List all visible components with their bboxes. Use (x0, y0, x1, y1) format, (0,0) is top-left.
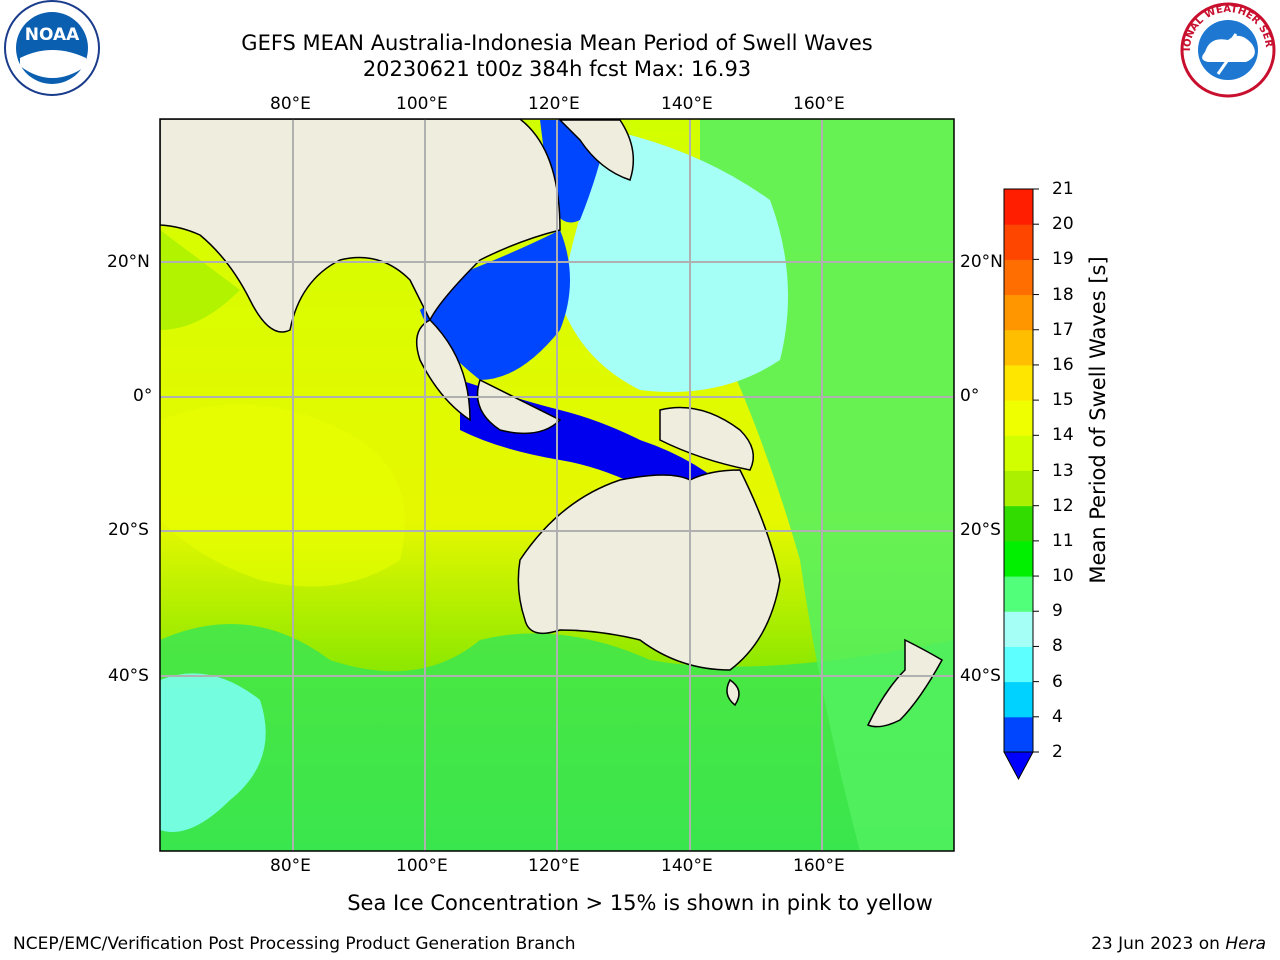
colorbar-bin (1004, 400, 1033, 436)
lat-label-right-20s: 20°S (960, 520, 1001, 540)
chart-title-line2: 20230621 t00z 384h fcst Max: 16.93 (362, 57, 752, 81)
colorbar-bin (1004, 681, 1033, 718)
colorbar-tick-label: 15 (1052, 390, 1074, 411)
lat-label-right-20n: 20°N (960, 252, 1003, 272)
footer-host: Hera (1225, 934, 1266, 954)
colorbar-tick-label: 11 (1052, 530, 1074, 551)
new-zealand-landmass (866, 638, 944, 728)
colorbar-tick-label: 2 (1052, 742, 1063, 762)
sumatra-landmass (415, 319, 471, 422)
indian-ocean-yellow (160, 404, 405, 587)
lon-label-bottom-100e: 100°E (396, 856, 448, 876)
map-panel (160, 119, 954, 851)
korea-japan-landmass (558, 119, 635, 181)
new-guinea-landmass (659, 406, 755, 471)
australia-landmass (517, 469, 781, 671)
colorbar-bin (1004, 189, 1033, 225)
colorbar-tick-label: 9 (1052, 601, 1063, 622)
lon-label-bottom-80e: 80°E (270, 856, 311, 876)
sea-ice-note: Sea Ice Concentration > 15% is shown in … (347, 891, 933, 915)
colorbar-bin (1004, 716, 1033, 753)
colorbar-tick-label: 17 (1052, 319, 1074, 340)
colorbar-tick-label: 4 (1052, 706, 1063, 727)
lon-label-top-140e: 140°E (661, 94, 713, 114)
lat-label-right-0: 0° (960, 386, 980, 406)
colorbar-tick-label: 20 (1052, 214, 1074, 235)
colorbar-bin (1004, 576, 1033, 612)
colorbar-tick-label: 14 (1052, 425, 1074, 446)
colorbar-tick-label: 12 (1052, 495, 1074, 516)
colorbar-bin (1004, 329, 1033, 366)
colorbar-bin (1004, 646, 1033, 683)
colorbar-bin (1004, 294, 1033, 331)
colorbar-bin (1004, 364, 1033, 401)
colorbar-tick-label: 10 (1052, 566, 1074, 587)
lon-label-bottom-140e: 140°E (661, 856, 713, 876)
colorbar-tick-label: 18 (1052, 284, 1074, 305)
lon-label-top-120e: 120°E (528, 94, 580, 114)
noaa-logo: NOAA (4, 0, 100, 96)
noaa-logo-text: NOAA (25, 25, 80, 45)
colorbar-bin (1004, 505, 1033, 542)
colorbar-bin (1004, 224, 1033, 260)
colorbar (1003, 188, 1039, 781)
lon-label-top-100e: 100°E (396, 94, 448, 114)
lon-label-bottom-120e: 120°E (528, 856, 580, 876)
footer-date: 23 Jun 2023 on Hera (1091, 934, 1266, 954)
lat-label-left-20n: 20°N (107, 252, 150, 272)
colorbar-tick-label: 8 (1052, 636, 1063, 657)
colorbar-tick-label: 13 (1052, 460, 1074, 481)
lon-label-bottom-160e: 160°E (793, 856, 845, 876)
lon-label-top-80e: 80°E (270, 94, 311, 114)
colorbar-under-arrow (1003, 751, 1034, 781)
chart-title-line1: GEFS MEAN Australia-Indonesia Mean Perio… (241, 31, 873, 55)
lat-label-left-40s: 40°S (108, 666, 149, 686)
colorbar-tick-label: 19 (1052, 249, 1074, 270)
colorbar-tick-label: 21 (1052, 179, 1074, 199)
lon-label-top-160e: 160°E (793, 94, 845, 114)
colorbar-bin (1004, 435, 1033, 471)
colorbar-bin (1004, 259, 1033, 296)
arabian-sea-patch (160, 230, 240, 330)
lat-label-left-20s: 20°S (108, 520, 149, 540)
map-gridlines (160, 119, 954, 851)
footer-date-text: 23 Jun 2023 on (1091, 934, 1226, 954)
colorbar-tick-label: 6 (1052, 671, 1063, 692)
south-china-sea-blue (420, 230, 570, 380)
lat-label-right-40s: 40°S (960, 666, 1001, 686)
lat-label-left-0: 0° (133, 386, 153, 406)
southern-ocean-cyan (160, 673, 266, 832)
asia-landmass (160, 119, 561, 333)
tasmania-landmass (726, 678, 740, 707)
map-frame (159, 118, 955, 852)
footer-branch: NCEP/EMC/Verification Post Processing Pr… (13, 934, 576, 954)
colorbar-bin (1004, 611, 1033, 647)
colorbar-tick-label: 16 (1052, 354, 1074, 375)
colorbar-bin (1004, 540, 1033, 577)
colorbar-bin (1004, 470, 1033, 507)
colorbar-title: Mean Period of Swell Waves [s] (1086, 256, 1110, 584)
